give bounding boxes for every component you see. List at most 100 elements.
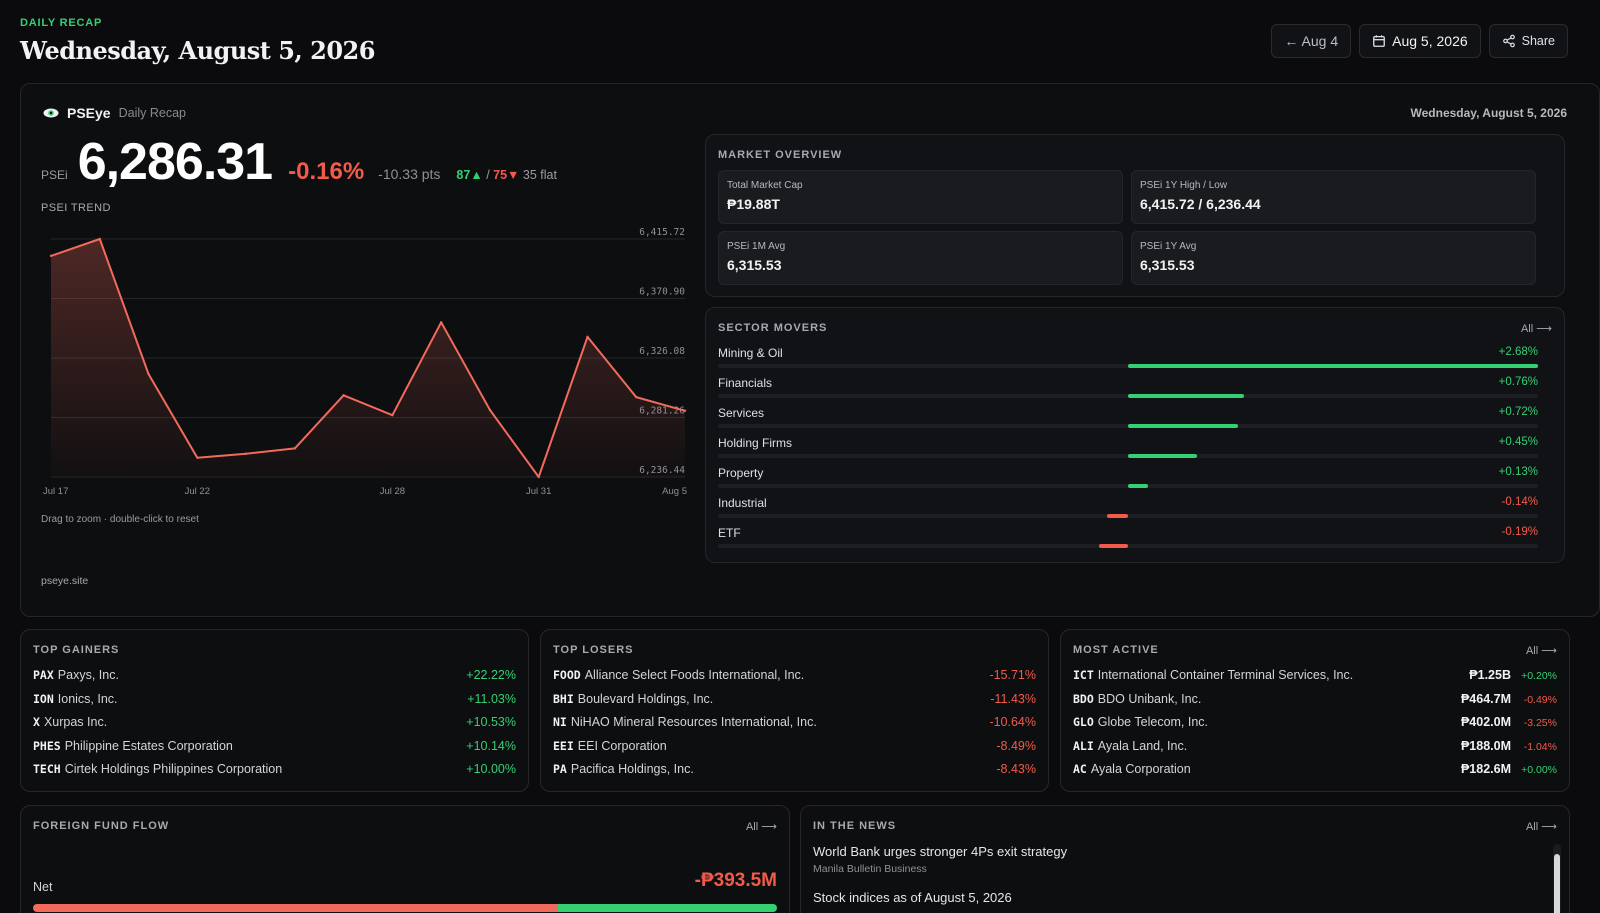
- foreign-flow-card: FOREIGN FUND FLOW All ⟶ Net -₱393.5M: [20, 805, 790, 913]
- sector-track: [718, 484, 1538, 488]
- news-scrollbar-thumb[interactable]: [1554, 854, 1560, 913]
- sector-movers-panel: SECTOR MOVERS All ⟶ Mining & Oil +2.68% Fi…: [705, 307, 1565, 563]
- stock-row[interactable]: BHI Boulevard Holdings, Inc. -11.43%: [553, 692, 1036, 712]
- sector-bar: [1128, 364, 1538, 368]
- stock-name: EEI Corporation: [577, 738, 667, 753]
- sector-name: Mining & Oil: [718, 346, 783, 360]
- stock-change: -1.04%: [1523, 740, 1557, 753]
- stock-name: Cirtek Holdings Philippines Corporation: [64, 762, 283, 776]
- stock-change: -11.43%: [990, 691, 1036, 706]
- sector-change: +0.72%: [1498, 406, 1538, 418]
- eyebrow: DAILY RECAP: [20, 17, 103, 29]
- stock-row[interactable]: FOOD Alliance Select Foods International,…: [553, 668, 1036, 688]
- sector-row[interactable]: Mining & Oil +2.68%: [718, 346, 1538, 376]
- share-button[interactable]: Share: [1488, 24, 1568, 58]
- stock-row[interactable]: EEI EEI Corporation -8.49%: [553, 739, 1036, 759]
- stock-symbol: ICT: [1073, 668, 1094, 682]
- brand-subtitle: Daily Recap: [118, 106, 186, 120]
- stock-change: -8.49%: [996, 738, 1036, 753]
- trend-point: [635, 395, 638, 399]
- sector-track: [718, 424, 1538, 428]
- stock-row[interactable]: TECH Cirtek Holdings Philippines Corporat…: [33, 762, 516, 782]
- stat-value: 6,415.72 / 6,236.44: [1140, 196, 1261, 212]
- stock-symbol: FOOD: [553, 668, 581, 682]
- stat-label: PSEi 1Y High / Low: [1140, 180, 1228, 191]
- top-gainers-card: TOP GAINERS PAX Paxys, Inc. +22.22% ION Ioni…: [20, 629, 529, 792]
- sector-bar: [1128, 424, 1239, 428]
- market-overview-title: MARKET OVERVIEW: [718, 149, 843, 161]
- stock-row[interactable]: PA Pacifica Holdings, Inc. -8.43%: [553, 762, 1036, 782]
- prev-day-button[interactable]: ← Aug 4: [1271, 24, 1352, 58]
- stat-1y-avg: PSEi 1Y Avg 6,315.53: [1131, 231, 1536, 285]
- y-tick-label: 6,326.08: [639, 346, 685, 357]
- trend-point: [586, 335, 589, 339]
- foreign-flow-net-label: Net: [33, 880, 53, 894]
- news-item[interactable]: World Bank urges stronger 4Ps exit strat…: [813, 844, 1067, 875]
- calendar-icon: [1373, 35, 1386, 47]
- stock-row[interactable]: AC Ayala Corporation ₱182.6M +0.00%: [1073, 762, 1557, 782]
- stock-symbol: PHES: [33, 738, 61, 753]
- brand-name: PSEye: [67, 105, 111, 121]
- site-url: pseye.site: [41, 575, 89, 587]
- recap-card: PSEye Daily Recap Wednesday, August 5, 2…: [20, 83, 1600, 617]
- date-picker-button[interactable]: Aug 5, 2026: [1359, 24, 1481, 58]
- news-title: IN THE NEWS: [813, 820, 897, 832]
- trend-point: [49, 254, 53, 258]
- stock-row[interactable]: ALI Ayala Land, Inc. ₱188.0M -1.04%: [1073, 739, 1557, 759]
- sector-row[interactable]: Financials +0.76%: [718, 376, 1538, 406]
- stock-symbol: X: [33, 715, 40, 729]
- news-scrollbar[interactable]: [1553, 844, 1561, 913]
- stock-change: -0.49%: [1523, 693, 1557, 706]
- stock-row[interactable]: PAX Paxys, Inc. +22.22%: [33, 668, 516, 688]
- trend-point: [439, 321, 443, 324]
- stock-symbol: PA: [553, 762, 567, 776]
- sector-track: [718, 544, 1538, 548]
- most-active-all-link[interactable]: All ⟶: [1525, 645, 1557, 657]
- sector-movers-all-link[interactable]: All ⟶: [1520, 323, 1552, 335]
- unchanged: 35 flat: [522, 168, 557, 182]
- market-overview-panel: MARKET OVERVIEW Total Market Cap ₱19.88T…: [705, 134, 1565, 297]
- stock-row[interactable]: NI NiHAO Mineral Resources International,…: [553, 715, 1036, 735]
- stock-row[interactable]: PHES Philippine Estates Corporation +10.14…: [33, 739, 516, 759]
- date-label: Aug 5, 2026: [1392, 33, 1468, 49]
- advancers: 87▲: [456, 168, 483, 182]
- sector-row[interactable]: ETF -0.19%: [718, 526, 1538, 556]
- psei-trend-chart[interactable]: 6,415.726,370.906,326.086,281.266,236.44…: [39, 222, 689, 502]
- stock-name: Alliance Select Foods International, Inc…: [584, 668, 805, 682]
- stat-value: 6,315.53: [727, 257, 782, 273]
- sector-row[interactable]: Services +0.72%: [718, 406, 1538, 436]
- foreign-flow-title: FOREIGN FUND FLOW: [33, 820, 170, 832]
- stock-name: Ayala Land, Inc.: [1097, 738, 1188, 753]
- stock-row[interactable]: BDO BDO Unibank, Inc. ₱464.7M -0.49%: [1073, 692, 1557, 712]
- index-label: PSEi: [41, 168, 68, 182]
- sector-name: Services: [718, 406, 765, 420]
- news-item[interactable]: Stock indices as of August 5, 2026: [813, 890, 1012, 905]
- foreign-flow-all-link[interactable]: All ⟶: [745, 821, 777, 833]
- eye-logo-icon: [43, 108, 59, 118]
- stock-change: -3.25%: [1523, 717, 1557, 729]
- stock-row[interactable]: ION Ionics, Inc. +11.03%: [33, 692, 516, 712]
- stat-market-cap: Total Market Cap ₱19.88T: [718, 170, 1123, 224]
- x-tick-label: Jul 28: [380, 486, 405, 497]
- sector-bar: [1128, 484, 1148, 488]
- stock-name: Paxys, Inc.: [57, 668, 119, 682]
- stock-name: Ionics, Inc.: [57, 691, 118, 706]
- top-losers-title: TOP LOSERS: [553, 644, 634, 656]
- sector-row[interactable]: Property +0.13%: [718, 466, 1538, 496]
- news-all-link[interactable]: All ⟶: [1525, 821, 1557, 833]
- trend-point: [391, 413, 394, 417]
- stock-name: Philippine Estates Corporation: [64, 738, 233, 753]
- market-breadth: 87▲ / 75▼ 35 flat: [456, 168, 557, 182]
- stat-value: ₱19.88T: [727, 196, 780, 212]
- stock-change: +0.20%: [1521, 670, 1557, 682]
- stock-row[interactable]: GLO Globe Telecom, Inc. ₱402.0M -3.25%: [1073, 715, 1557, 735]
- stock-row[interactable]: X Xurpas Inc. +10.53%: [33, 715, 516, 735]
- stock-change: +10.14%: [466, 738, 516, 753]
- sector-row[interactable]: Holding Firms +0.45%: [718, 436, 1538, 466]
- stock-symbol: ION: [33, 691, 54, 706]
- sector-name: Industrial: [718, 496, 767, 510]
- y-tick-label: 6,415.72: [639, 227, 685, 238]
- x-tick-label: Jul 17: [43, 486, 68, 497]
- sector-row[interactable]: Industrial -0.14%: [718, 496, 1538, 526]
- stock-row[interactable]: ICT International Container Terminal Serv…: [1073, 668, 1557, 688]
